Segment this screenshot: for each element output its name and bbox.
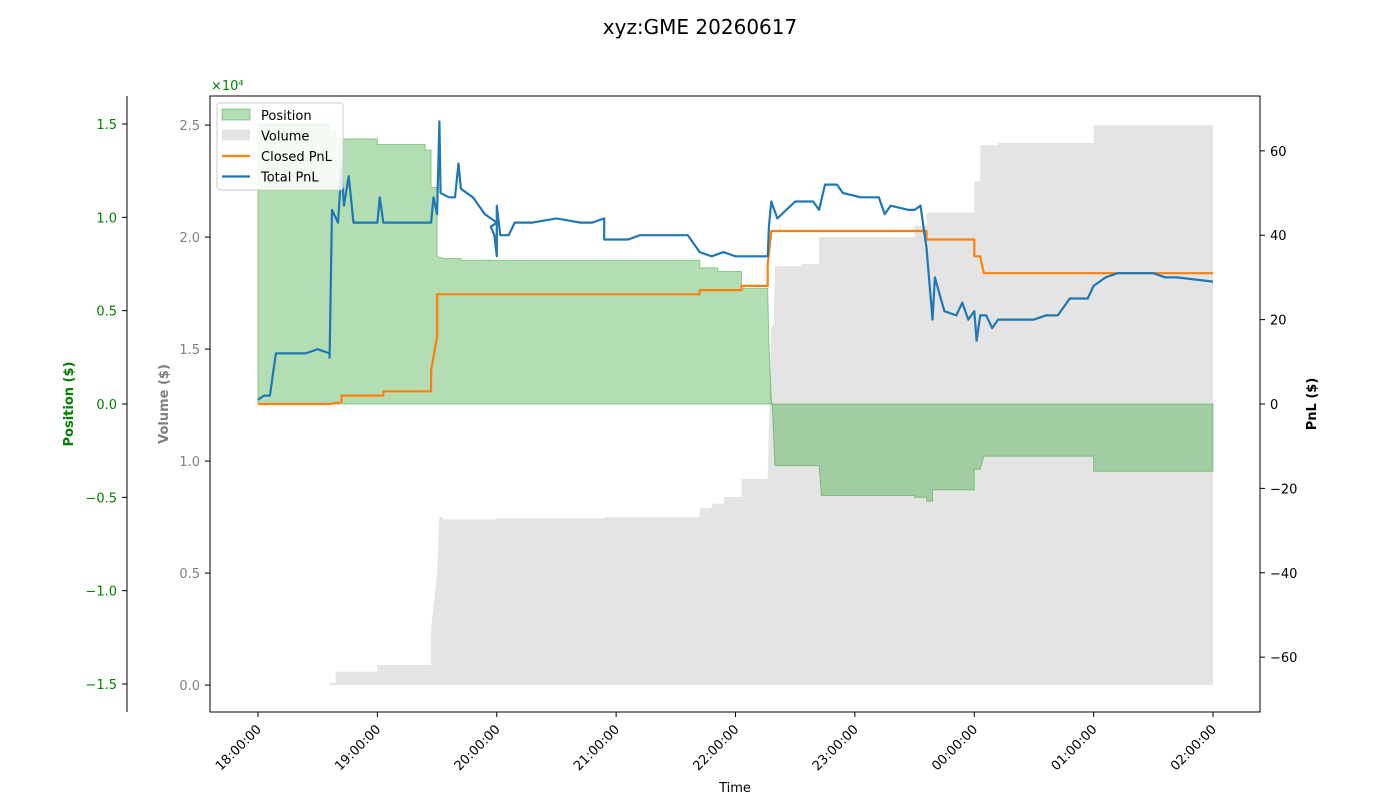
x-tick-label: 20:00:00: [452, 722, 504, 774]
volume-area: [258, 125, 1213, 686]
x-tick-label: 21:00:00: [571, 722, 623, 774]
legend-box: [216, 102, 344, 191]
position-tick-label: 0.0: [96, 398, 117, 413]
position-area: [257, 123, 1214, 502]
volume-tick-label: 0.0: [179, 679, 200, 694]
x-axis-label: Time: [718, 781, 751, 796]
closed-pnl-line: [258, 229, 1213, 406]
x-tick-label: 23:00:00: [810, 722, 862, 774]
position-tick-label: 1.5: [96, 118, 117, 133]
volume-tick-label: 1.0: [179, 455, 200, 470]
volume-tick-label: 0.5: [179, 567, 200, 582]
x-tick-label: 00:00:00: [929, 722, 981, 774]
position-axis-label: Position ($): [62, 362, 77, 447]
x-tick-label: 18:00:00: [213, 722, 265, 774]
volume-tick-label: 2.0: [179, 231, 200, 246]
pnl-tick-label: −60: [1270, 651, 1297, 666]
position-tick-label: 1.0: [96, 211, 117, 226]
pnl-tick-label: 20: [1270, 314, 1287, 329]
legend-label-closed-pnl: Closed PnL: [261, 150, 333, 165]
pnl-tick-label: 0: [1270, 398, 1278, 413]
total-pnl-line: [257, 120, 1214, 401]
pnl-tick-label: 60: [1270, 145, 1287, 160]
chart-title: xyz:GME 20260617: [603, 15, 797, 39]
x-tick-label: 22:00:00: [690, 722, 742, 774]
pnl-tick-label: 40: [1270, 229, 1287, 244]
position-tick-label: 0.5: [96, 305, 117, 320]
position-tick-label: −1.0: [85, 585, 117, 600]
position-tick-label: −0.5: [85, 491, 117, 506]
chart-legend: Position Volume Closed PnL Total PnL: [216, 102, 344, 191]
pnl-axis-label: PnL ($): [1305, 378, 1320, 431]
volume-tick-label: 2.5: [179, 119, 200, 134]
volume-axis-label: Volume ($): [157, 364, 172, 444]
position-tick-label: −1.5: [85, 678, 117, 693]
volume-tick-label: 1.5: [179, 343, 200, 358]
x-tick-label: 02:00:00: [1168, 722, 1220, 774]
x-tick-label: 19:00:00: [332, 722, 384, 774]
position-axis-multiplier: ×10⁴: [211, 79, 244, 94]
legend-label-position: Position: [261, 109, 312, 124]
legend-swatch-position: [221, 108, 251, 121]
legend-label-volume: Volume: [261, 130, 309, 145]
legend-swatch-volume: [222, 129, 250, 141]
x-tick-label: 01:00:00: [1049, 722, 1101, 774]
legend-label-total-pnl: Total PnL: [260, 171, 319, 186]
pnl-tick-label: −20: [1270, 482, 1297, 497]
pnl-tick-label: −40: [1270, 567, 1297, 582]
